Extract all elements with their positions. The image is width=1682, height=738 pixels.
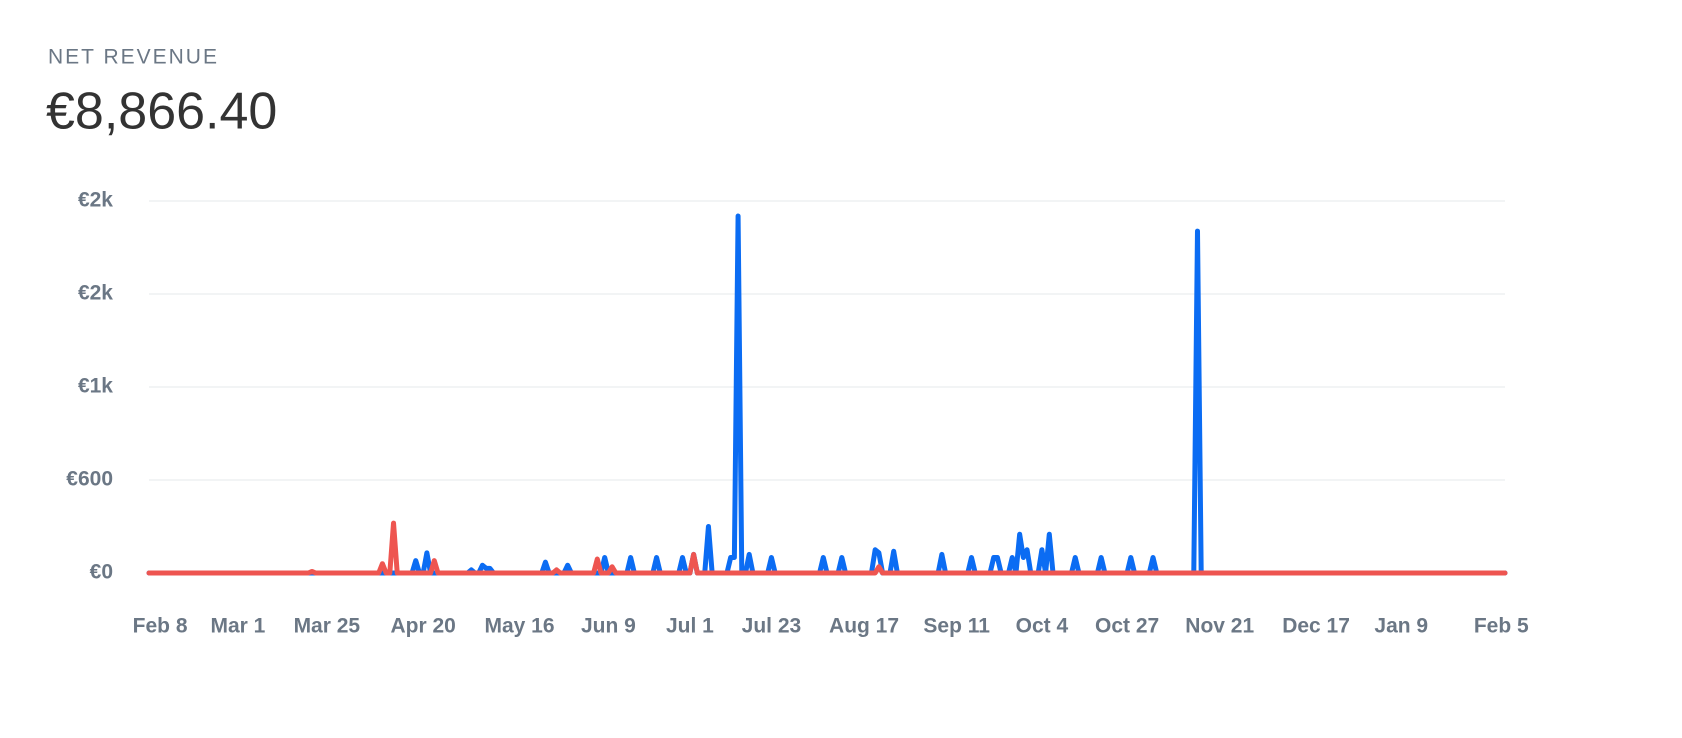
x-tick-label: Jan 9 <box>1374 615 1428 638</box>
y-tick-label: €2k <box>78 282 113 305</box>
x-tick-label: Oct 27 <box>1095 615 1159 638</box>
y-tick-label: €600 <box>66 468 113 491</box>
x-tick-label: Apr 20 <box>390 615 455 638</box>
x-tick-label: Mar 25 <box>294 615 361 638</box>
x-tick-label: May 16 <box>484 615 554 638</box>
y-tick-label: €2k <box>78 189 113 212</box>
x-tick-label: Oct 4 <box>1016 615 1069 638</box>
x-tick-label: Jul 1 <box>666 615 714 638</box>
x-tick-label: Nov 21 <box>1185 615 1254 638</box>
x-tick-label: Feb 8 <box>133 615 188 638</box>
x-tick-label: Sep 11 <box>923 615 990 638</box>
x-tick-label: Feb 5 <box>1474 615 1529 638</box>
y-tick-label: €0 <box>90 561 113 584</box>
y-tick-label: €1k <box>78 375 113 398</box>
x-tick-label: Jul 23 <box>742 615 802 638</box>
x-tick-label: Jun 9 <box>581 615 636 638</box>
series-line <box>146 520 1508 576</box>
x-tick-label: Aug 17 <box>829 615 899 638</box>
x-tick-label: Mar 1 <box>210 615 265 638</box>
headline-value: €8,866.40 <box>46 83 277 141</box>
chart-title: NET REVENUE <box>48 46 219 69</box>
series-line <box>146 213 1508 576</box>
x-tick-label: Dec 17 <box>1282 615 1350 638</box>
